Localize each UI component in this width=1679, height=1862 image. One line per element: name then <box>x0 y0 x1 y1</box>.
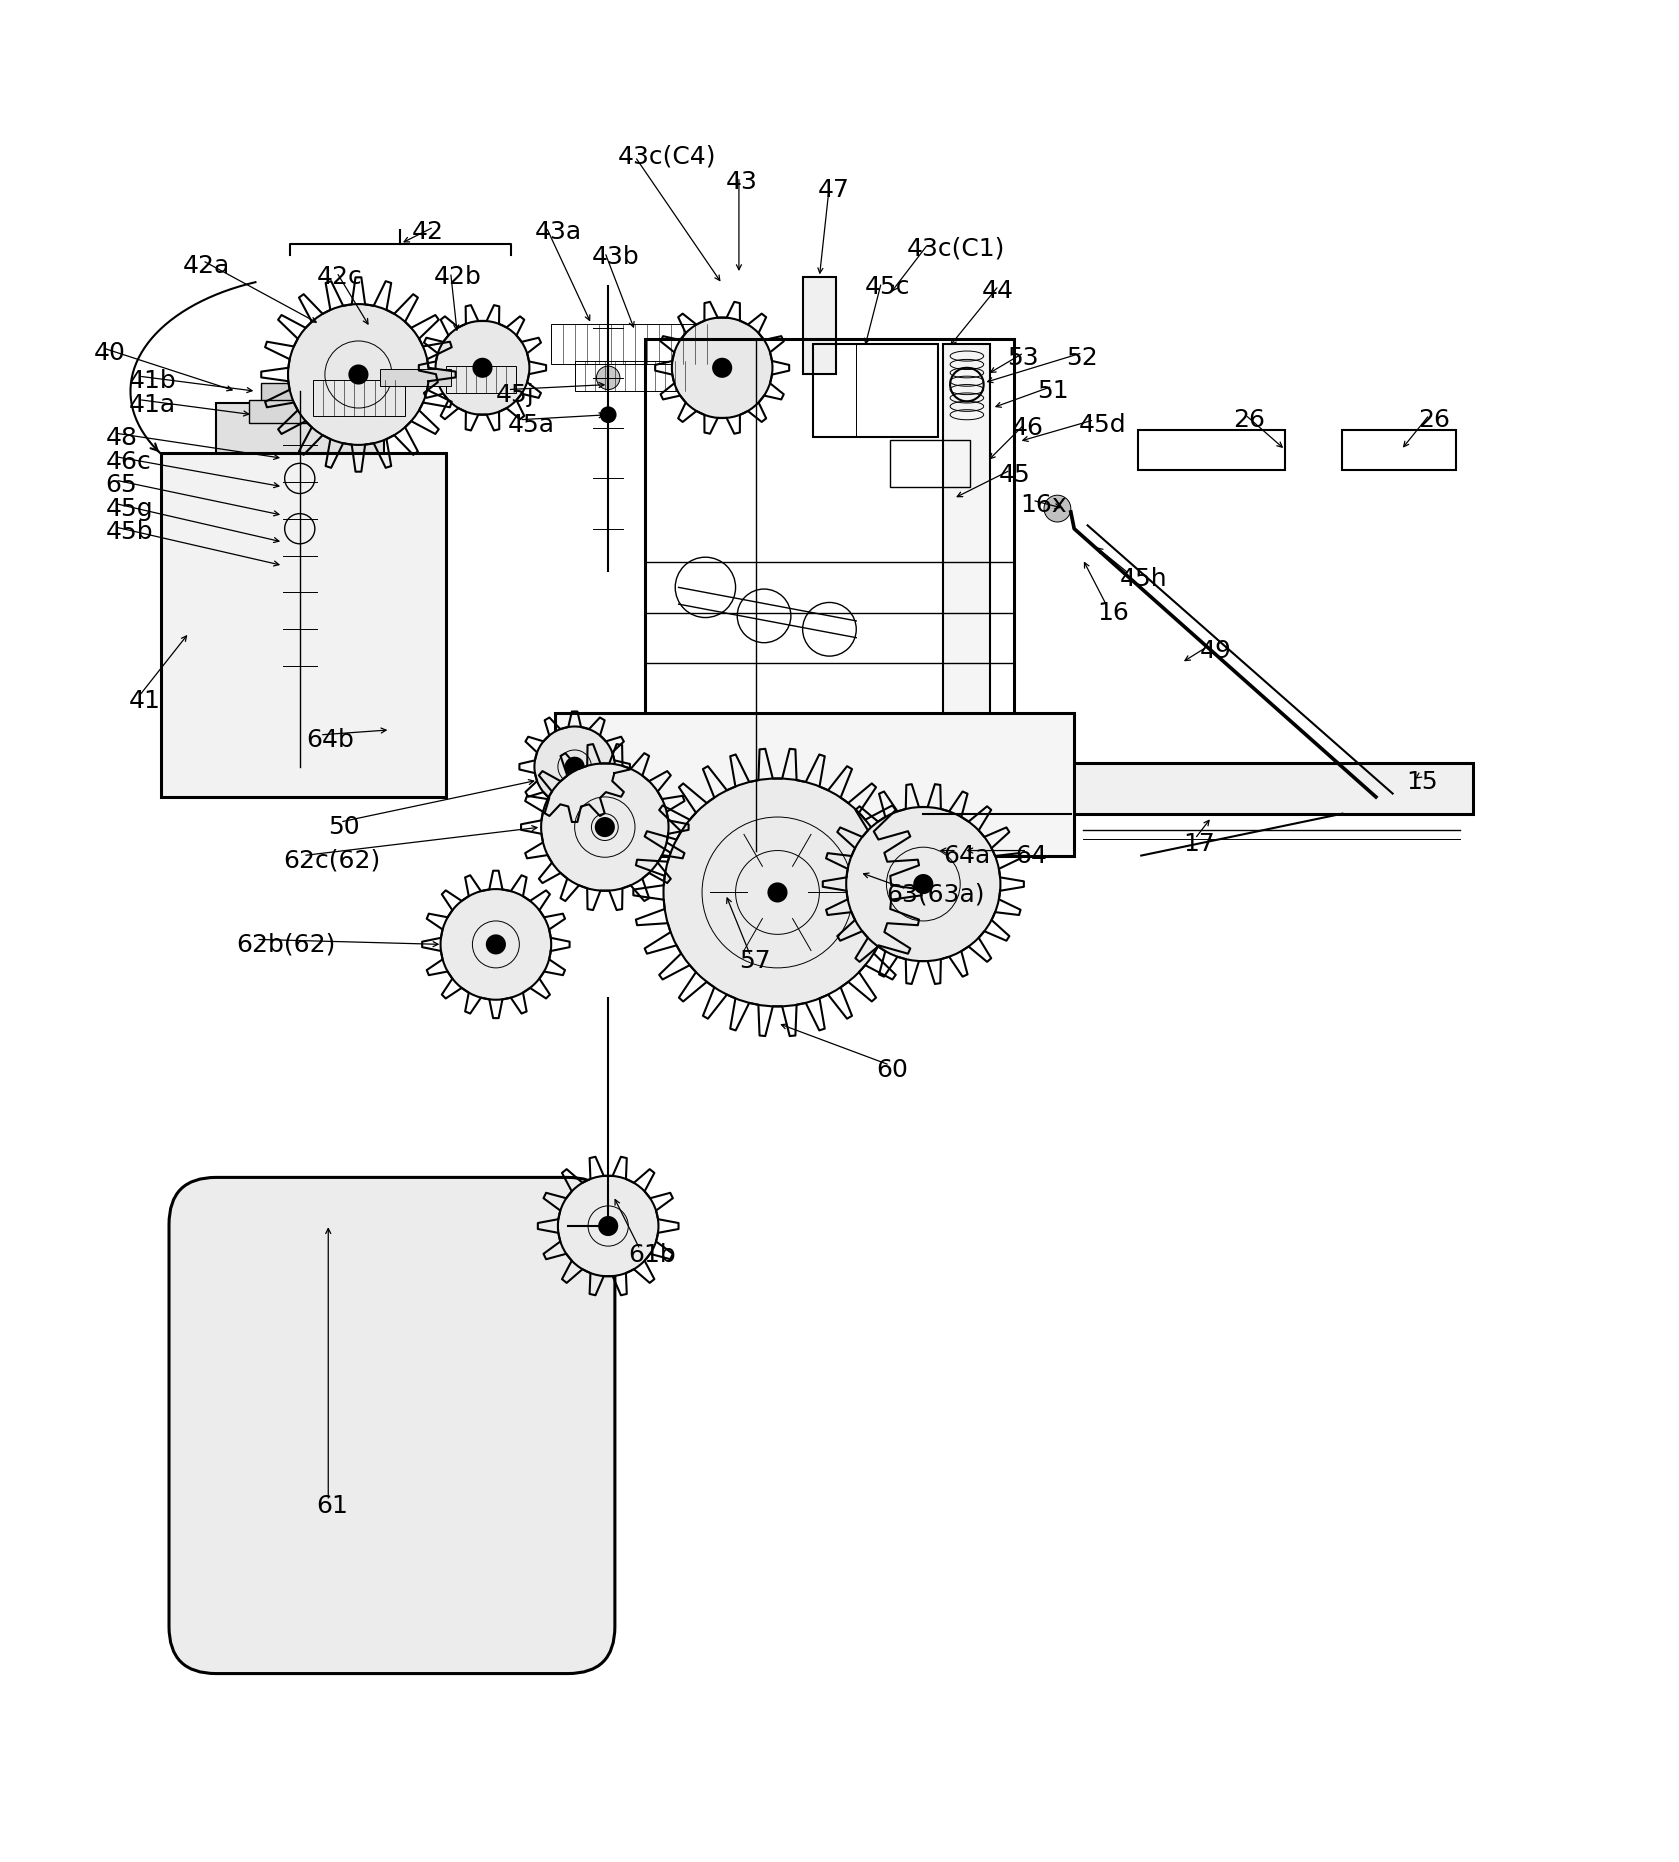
Circle shape <box>534 726 615 806</box>
Text: 43c(C1): 43c(C1) <box>907 236 1006 261</box>
Text: 61: 61 <box>317 1493 349 1518</box>
Circle shape <box>846 806 1001 961</box>
Text: 45b: 45b <box>106 519 153 544</box>
Bar <box>379 369 450 385</box>
Text: 41a: 41a <box>129 393 176 417</box>
Circle shape <box>472 358 492 378</box>
Text: 51: 51 <box>1038 380 1070 404</box>
Text: 43a: 43a <box>534 220 581 244</box>
Bar <box>250 400 353 423</box>
Text: 26: 26 <box>1417 408 1449 432</box>
Text: 61b: 61b <box>628 1242 677 1266</box>
Circle shape <box>541 763 668 890</box>
Text: 45g: 45g <box>106 497 153 521</box>
Text: 45c: 45c <box>865 276 910 300</box>
Bar <box>551 324 719 365</box>
Text: 45d: 45d <box>1080 413 1127 438</box>
Bar <box>1138 430 1286 469</box>
Text: 17: 17 <box>1184 832 1216 857</box>
Text: 46c: 46c <box>106 449 151 473</box>
Bar <box>803 277 836 374</box>
Text: 60: 60 <box>876 1058 908 1082</box>
Text: 43: 43 <box>725 169 757 194</box>
Bar <box>1071 763 1472 814</box>
Text: 48: 48 <box>106 426 138 451</box>
Circle shape <box>672 318 772 419</box>
Circle shape <box>598 1216 618 1236</box>
Bar <box>890 439 970 486</box>
Text: 44: 44 <box>982 279 1014 304</box>
Text: 64b: 64b <box>307 728 354 752</box>
Text: 52: 52 <box>1066 346 1098 371</box>
Bar <box>217 402 383 452</box>
Text: 42a: 42a <box>183 253 230 277</box>
Bar <box>161 452 445 797</box>
Text: 41b: 41b <box>129 369 176 393</box>
Circle shape <box>485 935 505 955</box>
Text: 16x: 16x <box>1021 493 1068 518</box>
Circle shape <box>564 756 584 776</box>
Circle shape <box>348 365 368 385</box>
Text: 43b: 43b <box>591 246 640 270</box>
Text: 64: 64 <box>1016 843 1048 868</box>
Text: 15: 15 <box>1405 769 1437 793</box>
Text: 45a: 45a <box>507 413 554 438</box>
Text: 57: 57 <box>739 950 771 974</box>
Text: 42: 42 <box>411 220 443 244</box>
Text: 43c(C4): 43c(C4) <box>618 145 717 169</box>
Circle shape <box>1044 495 1071 521</box>
Text: 62c(62): 62c(62) <box>284 849 379 873</box>
Text: 47: 47 <box>818 179 850 203</box>
Bar <box>813 344 939 436</box>
Text: 50: 50 <box>329 816 359 840</box>
Circle shape <box>712 358 732 378</box>
Text: 42b: 42b <box>433 264 482 289</box>
Text: 53: 53 <box>1007 346 1039 371</box>
Circle shape <box>557 1175 658 1275</box>
Text: 63(63a): 63(63a) <box>887 883 986 907</box>
Circle shape <box>767 883 787 903</box>
Bar <box>1343 430 1456 469</box>
Text: 65: 65 <box>106 473 138 497</box>
Text: 45: 45 <box>999 464 1031 488</box>
Bar <box>554 713 1075 855</box>
Circle shape <box>663 778 892 1007</box>
Bar <box>445 367 515 393</box>
Bar <box>645 339 1014 851</box>
Text: 62b(62): 62b(62) <box>237 933 336 957</box>
Text: 45j: 45j <box>495 382 534 406</box>
Text: 64a: 64a <box>944 843 991 868</box>
Bar <box>574 361 695 391</box>
Text: 16: 16 <box>1098 601 1130 624</box>
Circle shape <box>599 406 616 423</box>
Bar <box>262 384 341 402</box>
Text: 41: 41 <box>129 689 161 713</box>
Text: 46: 46 <box>1012 415 1044 439</box>
Text: 49: 49 <box>1200 639 1232 663</box>
Circle shape <box>289 304 428 445</box>
FancyBboxPatch shape <box>170 1177 615 1674</box>
Text: 45h: 45h <box>1120 568 1167 590</box>
Circle shape <box>440 888 551 1000</box>
Bar <box>944 344 991 763</box>
Text: 26: 26 <box>1234 408 1266 432</box>
Text: 42c: 42c <box>317 264 363 289</box>
Text: 40: 40 <box>94 341 126 365</box>
Circle shape <box>596 367 620 389</box>
Circle shape <box>913 873 934 894</box>
Circle shape <box>594 817 615 838</box>
Circle shape <box>435 320 529 415</box>
Bar <box>314 380 405 417</box>
